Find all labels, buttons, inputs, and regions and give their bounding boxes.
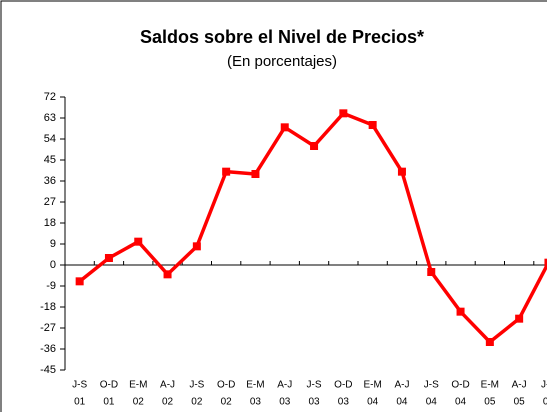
x-tick-label: J-S [424, 380, 439, 391]
y-tick-label: 9 [50, 238, 56, 250]
data-point [310, 142, 319, 150]
x-tick-label: 03 [338, 397, 350, 408]
x-tick-label: E-M [129, 380, 147, 391]
y-tick-label: 0 [50, 259, 56, 271]
x-tick-label: O-D [100, 380, 118, 391]
y-tick-label: 36 [44, 175, 56, 187]
y-tick-label: 72 [44, 91, 56, 103]
x-tick-label: J-S [541, 380, 547, 391]
data-point [485, 338, 494, 346]
data-point [192, 242, 201, 251]
data-point [544, 258, 547, 267]
data-point [134, 237, 143, 246]
data-point [397, 167, 406, 176]
x-tick-label: A-J [160, 380, 175, 391]
data-point [222, 167, 231, 176]
y-tick-label: 45 [44, 154, 56, 166]
data-point [280, 123, 289, 132]
y-tick-label: -18 [40, 301, 56, 313]
x-tick-label: O-D [451, 380, 469, 391]
y-tick-label: -45 [40, 364, 56, 376]
y-tick-label: 54 [44, 133, 56, 145]
y-tick-label: -27 [40, 322, 56, 334]
x-tick-label: 02 [191, 397, 203, 408]
x-tick-label: 01 [74, 397, 86, 408]
y-tick-label: 27 [44, 196, 56, 208]
x-tick-label: A-J [277, 380, 292, 391]
x-tick-label: 01 [103, 397, 115, 408]
x-tick-label: 02 [221, 397, 233, 408]
data-point [251, 170, 260, 178]
x-tick-label: E-M [363, 380, 381, 391]
x-tick-label: 03 [279, 397, 291, 408]
data-point [368, 121, 377, 129]
x-tick-label: 02 [133, 397, 145, 408]
x-tick-label: 04 [455, 397, 467, 408]
data-point [163, 270, 172, 279]
y-tick-label: 63 [44, 112, 56, 124]
data-point [427, 268, 436, 276]
x-tick-label: J-S [189, 380, 204, 391]
x-tick-label: J-S [72, 380, 87, 391]
y-tick-label: -36 [40, 343, 56, 355]
x-tick-label: 02 [162, 397, 174, 408]
x-tick-label: 05 [514, 397, 526, 408]
data-point [515, 314, 524, 323]
x-tick-label: 04 [426, 397, 438, 408]
x-tick-label: 04 [367, 397, 379, 408]
x-tick-label: O-D [217, 380, 235, 391]
data-point [339, 109, 348, 118]
x-tick-label: 04 [396, 397, 408, 408]
data-point [104, 254, 113, 262]
x-tick-label: O-D [334, 380, 352, 391]
x-tick-label: 05 [484, 397, 496, 408]
x-tick-label: 05 [543, 397, 547, 408]
x-tick-label: A-J [394, 380, 409, 391]
data-point [75, 277, 84, 286]
x-tick-label: J-S [307, 380, 322, 391]
x-tick-label: A-J [512, 380, 527, 391]
data-point [456, 307, 465, 316]
y-tick-label: 18 [44, 217, 56, 229]
x-tick-label: E-M [246, 380, 264, 391]
x-tick-label: 03 [308, 397, 320, 408]
chart-subtitle: (En porcentajes) [227, 53, 337, 70]
chart-title: Saldos sobre el Nivel de Precios* [140, 27, 424, 47]
x-tick-label: E-M [481, 380, 499, 391]
x-tick-label: 03 [250, 397, 262, 408]
y-tick-label: -9 [46, 280, 56, 292]
